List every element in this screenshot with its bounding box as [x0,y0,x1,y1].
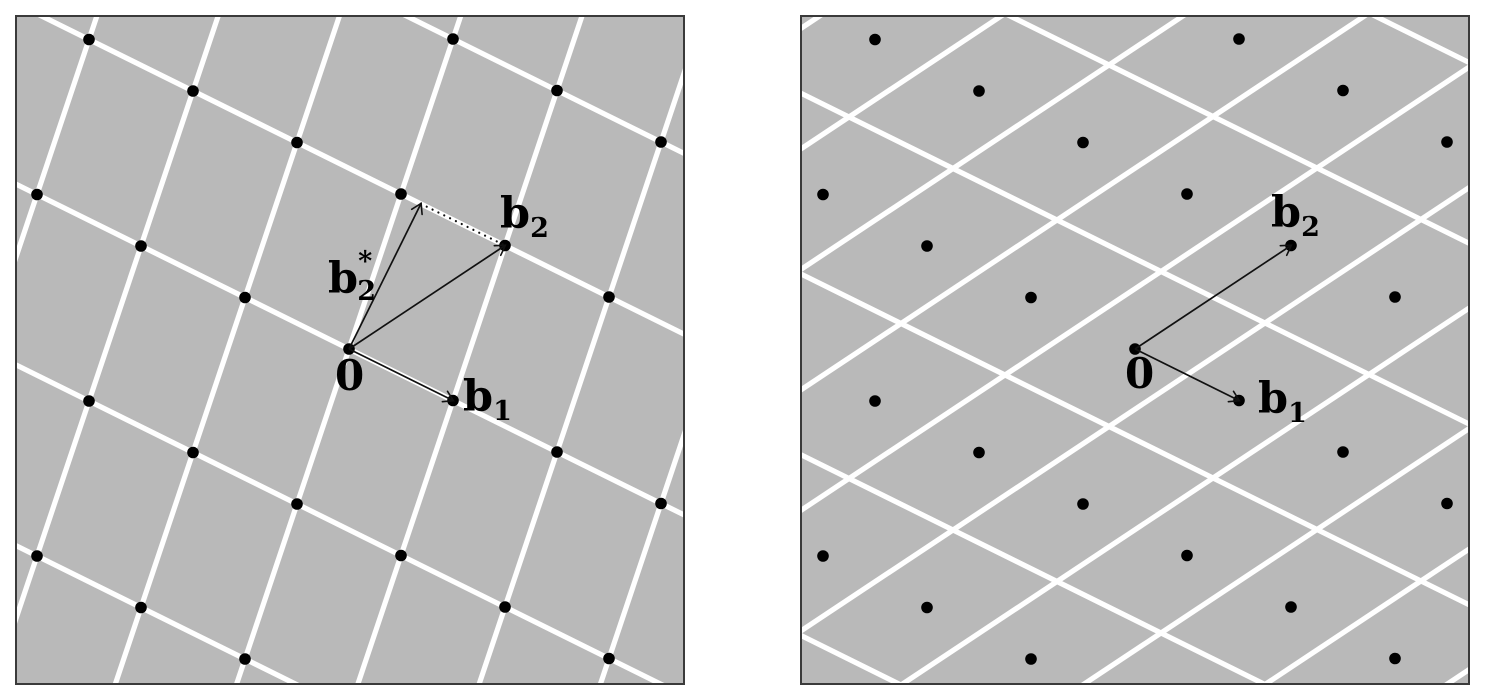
lattice-point [239,653,251,665]
vector-b1 [1134,348,1241,403]
lattice-point [551,446,563,458]
lattice-point [187,85,199,97]
lattice-point [135,601,147,614]
lattice-point [1025,653,1037,665]
lattice-point [817,188,829,201]
lattice-point [1181,188,1193,200]
lattice-point [395,549,407,562]
lattice-point [31,188,43,201]
lattice-point [603,291,615,303]
left-panel-orthogonalized-tiling: 0 b1 b2 b* 2 [16,16,684,684]
lattice-point [1337,446,1349,458]
projection-dotted-line [419,202,507,247]
lattice-point [921,240,933,252]
lattice-point [921,601,933,614]
lattice-point [1441,136,1453,148]
lattice-point [499,601,511,613]
b2-label: b2 [1271,188,1320,243]
vector-b2-star [348,201,423,350]
panel-border [15,15,685,685]
lattice-point [603,652,615,665]
lattice-point [1389,291,1401,303]
lattice-point [447,33,459,45]
b1-label: b1 [463,372,512,427]
lattice-point [655,136,667,148]
lattice-point [83,395,95,407]
vector-b2 [1134,244,1293,350]
lattice-point [1389,652,1401,665]
lattice-point [1441,497,1453,510]
lattice-point [1233,33,1245,45]
lattice-point [291,136,303,149]
lattice-point [1077,136,1089,149]
grid-line [897,305,1469,684]
vector-b1 [348,348,455,403]
lattice-point [1285,601,1297,613]
lattice-point [655,497,667,510]
lattice-point [83,33,95,46]
lattice-point [239,291,251,304]
b1-label: b1 [1258,374,1307,429]
origin-label: 0 [335,351,364,400]
lattice-point [973,446,985,459]
lattice-point [973,85,985,97]
lattice-point [869,33,881,46]
lattice-point [187,446,199,459]
lattice-point [551,84,563,97]
lattice-point [1181,549,1193,562]
lattice-point [31,550,43,562]
panel-border [800,15,1470,685]
lattice-point [395,188,407,200]
lattice-point [1337,84,1349,97]
origin-label: 0 [1125,349,1154,398]
vector-b2 [348,244,507,350]
lattice-point [291,498,303,510]
b2-label: b2 [500,189,549,244]
grid-line [801,184,1469,634]
lattice-point [135,240,147,252]
lattice-point [869,395,881,407]
lattice-point [1025,291,1037,304]
b2-star-label: b* 2 [328,246,376,307]
lattice-point [817,550,829,562]
lattice-point [1077,498,1089,510]
